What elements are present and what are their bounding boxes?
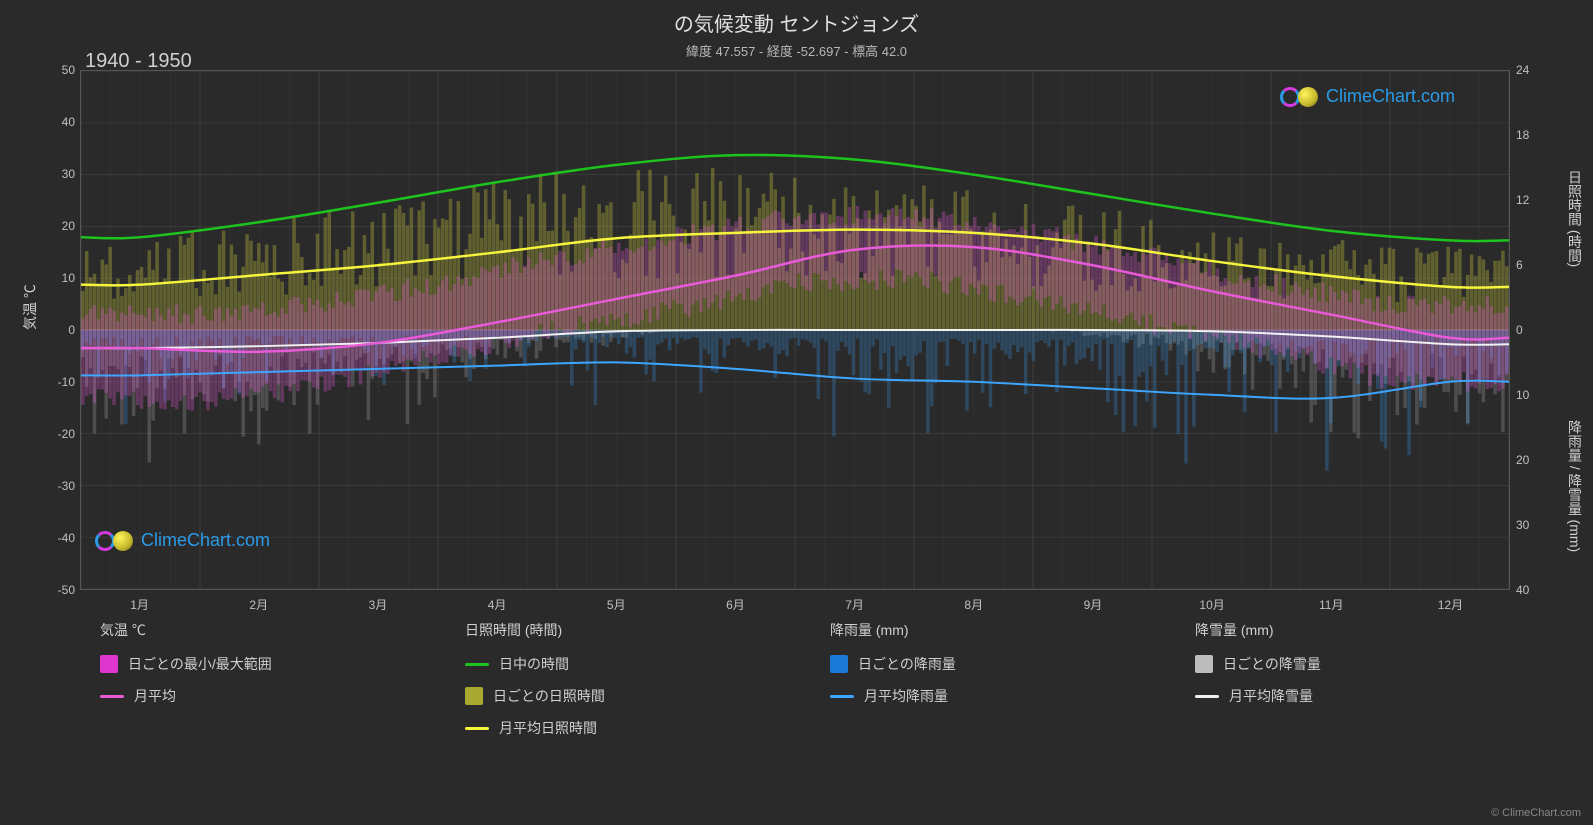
legend-item: 日ごとの最小/最大範囲 <box>100 654 405 674</box>
legend-header: 降雨量 (mm) <box>830 620 1135 640</box>
swatch-line-icon <box>100 695 124 698</box>
legend-header: 降雪量 (mm) <box>1195 620 1500 640</box>
ytick-left: 50 <box>35 63 75 77</box>
ytick-left: 20 <box>35 219 75 233</box>
xtick-month: 12月 <box>1438 596 1463 613</box>
ytick-left: -20 <box>35 427 75 441</box>
xtick-month: 2月 <box>249 596 268 613</box>
legend-item: 日ごとの降雨量 <box>830 654 1135 674</box>
climate-chart: の気候変動 セントジョンズ 緯度 47.557 - 経度 -52.697 - 標… <box>0 0 1593 825</box>
logo-ring-icon <box>95 531 115 551</box>
ytick-left: 10 <box>35 271 75 285</box>
y-axis-right-label-top: 日照時間 (時間) <box>1565 170 1585 267</box>
legend-label: 日ごとの最小/最大範囲 <box>128 654 272 674</box>
xtick-month: 1月 <box>130 596 149 613</box>
swatch-line-icon <box>830 695 854 698</box>
legend-column: 日照時間 (時間) 日中の時間日ごとの日照時間月平均日照時間 <box>465 620 770 750</box>
xtick-month: 10月 <box>1199 596 1224 613</box>
chart-subtitle: 緯度 47.557 - 経度 -52.697 - 標高 42.0 <box>0 41 1593 60</box>
plot-svg <box>81 71 1509 589</box>
watermark: ClimeChart.com <box>95 530 270 551</box>
xtick-month: 11月 <box>1319 596 1343 613</box>
legend-label: 日ごとの降雨量 <box>858 654 956 674</box>
legend-label: 月平均 <box>134 686 176 706</box>
ytick-right: 12 <box>1516 193 1556 207</box>
y-axis-right-label-bot: 降雨量 / 降雪量 (mm) <box>1565 420 1585 552</box>
ytick-right: 20 <box>1516 453 1556 467</box>
legend-item: 月平均日照時間 <box>465 718 770 738</box>
watermark: ClimeChart.com <box>1280 86 1455 107</box>
ytick-left: -30 <box>35 479 75 493</box>
watermark-text: ClimeChart.com <box>141 530 270 551</box>
swatch-box-icon <box>830 655 848 673</box>
logo-ball-icon <box>1298 87 1318 107</box>
xtick-month: 9月 <box>1084 596 1103 613</box>
logo-ball-icon <box>113 531 133 551</box>
legend-label: 日ごとの降雪量 <box>1223 654 1321 674</box>
xtick-month: 4月 <box>488 596 507 613</box>
xtick-month: 5月 <box>607 596 626 613</box>
swatch-box-icon <box>1195 655 1213 673</box>
ytick-right: 40 <box>1516 583 1556 597</box>
legend-column: 降雨量 (mm) 日ごとの降雨量月平均降雨量 <box>830 620 1135 750</box>
legend-label: 日中の時間 <box>499 654 569 674</box>
ytick-right: 10 <box>1516 388 1556 402</box>
xtick-month: 6月 <box>726 596 745 613</box>
copyright: © ClimeChart.com <box>1491 807 1581 819</box>
legend-column: 降雪量 (mm) 日ごとの降雪量月平均降雪量 <box>1195 620 1500 750</box>
legend-item: 日中の時間 <box>465 654 770 674</box>
legend-item: 月平均 <box>100 686 405 706</box>
ytick-right: 6 <box>1516 258 1556 272</box>
legend-item: 日ごとの日照時間 <box>465 686 770 706</box>
logo-ring-icon <box>1280 87 1300 107</box>
ytick-right: 24 <box>1516 63 1556 77</box>
legend-header: 日照時間 (時間) <box>465 620 770 640</box>
legend: 気温 ℃ 日ごとの最小/最大範囲月平均 日照時間 (時間) 日中の時間日ごとの日照時間… <box>100 620 1500 750</box>
xtick-month: 8月 <box>964 596 983 613</box>
legend-item: 月平均降雪量 <box>1195 686 1500 706</box>
swatch-box-icon <box>465 687 483 705</box>
legend-label: 日ごとの日照時間 <box>493 686 605 706</box>
xtick-month: 3月 <box>369 596 388 613</box>
ytick-left: 0 <box>35 323 75 337</box>
legend-label: 月平均降雪量 <box>1229 686 1313 706</box>
legend-header: 気温 ℃ <box>100 620 405 640</box>
swatch-line-icon <box>465 663 489 666</box>
legend-item: 日ごとの降雪量 <box>1195 654 1500 674</box>
ytick-left: -50 <box>35 583 75 597</box>
legend-item: 月平均降雨量 <box>830 686 1135 706</box>
ytick-left: 40 <box>35 115 75 129</box>
swatch-line-icon <box>1195 695 1219 698</box>
ytick-right: 18 <box>1516 128 1556 142</box>
title-block: の気候変動 セントジョンズ 緯度 47.557 - 経度 -52.697 - 標… <box>0 0 1593 60</box>
ytick-right: 0 <box>1516 323 1556 337</box>
xtick-month: 7月 <box>845 596 864 613</box>
ytick-left: -40 <box>35 531 75 545</box>
legend-label: 月平均日照時間 <box>499 718 597 738</box>
legend-label: 月平均降雨量 <box>864 686 948 706</box>
ytick-left: 30 <box>35 167 75 181</box>
ytick-right: 30 <box>1516 518 1556 532</box>
chart-title: の気候変動 セントジョンズ <box>0 8 1593 37</box>
watermark-text: ClimeChart.com <box>1326 86 1455 107</box>
legend-column: 気温 ℃ 日ごとの最小/最大範囲月平均 <box>100 620 405 750</box>
swatch-box-icon <box>100 655 118 673</box>
plot-area <box>80 70 1510 590</box>
swatch-line-icon <box>465 727 489 730</box>
ytick-left: -10 <box>35 375 75 389</box>
